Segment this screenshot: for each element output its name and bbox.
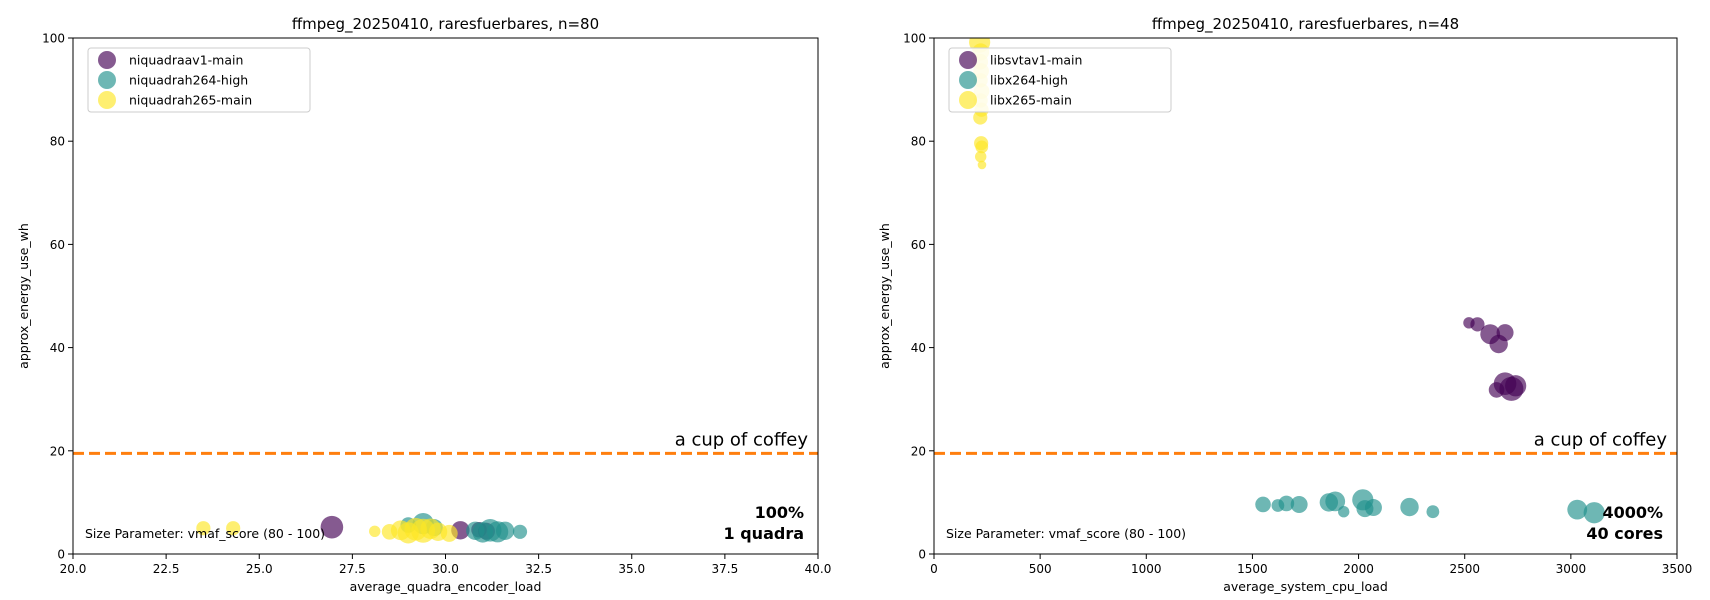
- data-point-niquadrah265-main: [196, 521, 211, 536]
- y-axis-label: approx_energy_use_wh: [877, 223, 892, 369]
- x-tick-label: 25.0: [246, 562, 273, 576]
- x-tick-label: 500: [1029, 562, 1052, 576]
- data-point-libx264-high: [1255, 496, 1271, 513]
- legend-marker-niquadrah264-high: [98, 71, 116, 89]
- size-parameter-note: Size Parameter: vmaf_score (80 - 100): [946, 526, 1186, 541]
- y-tick-label: 40: [50, 341, 65, 355]
- y-tick-label: 80: [50, 135, 65, 149]
- data-point-niquadraav1-main: [320, 515, 344, 539]
- y-tick-label: 60: [50, 238, 65, 252]
- y-tick-label: 0: [918, 548, 926, 562]
- data-point-niquadrah265-main: [440, 524, 458, 542]
- x-tick-label: 40.0: [805, 562, 832, 576]
- reference-line-label: a cup of coffey: [1534, 429, 1668, 450]
- data-point-niquadrah264-high: [512, 524, 528, 539]
- legend-marker-niquadraav1-main: [98, 51, 116, 69]
- x-tick-label: 27.5: [339, 562, 366, 576]
- size-parameter-note: Size Parameter: vmaf_score (80 - 100): [85, 526, 325, 541]
- chart-title: ffmpeg_20250410, raresfuerbares, n=80: [292, 15, 599, 34]
- x-tick-label: 37.5: [712, 562, 739, 576]
- data-point-libx264-high: [1364, 499, 1382, 517]
- data-point-libx265-main: [975, 150, 987, 163]
- y-tick-label: 0: [57, 548, 65, 562]
- legend: libsvtav1-main libx264-high libx265-main: [948, 47, 1172, 113]
- x-tick-label: 2000: [1343, 562, 1374, 576]
- x-tick-label: 3000: [1556, 562, 1587, 576]
- legend-box: [87, 47, 311, 113]
- chart-title: ffmpeg_20250410, raresfuerbares, n=48: [1152, 15, 1459, 34]
- x-axis-label: average_quadra_encoder_load: [350, 579, 542, 594]
- data-point-libx264-high: [1290, 495, 1308, 513]
- x-tick-label: 35.0: [618, 562, 645, 576]
- y-tick-label: 40: [911, 341, 926, 355]
- data-point-libx264-high: [1567, 499, 1588, 520]
- legend-label: niquadrah265-main: [129, 93, 252, 108]
- data-point-libsvtav1-main: [1496, 324, 1514, 342]
- legend-label: niquadrah264-high: [129, 73, 248, 88]
- y-tick-label: 100: [42, 32, 65, 46]
- corner-annotation: 4000%: [1602, 503, 1663, 522]
- corner-annotation: 1 quadra: [724, 524, 804, 543]
- reference-line-label: a cup of coffey: [675, 429, 809, 450]
- x-tick-label: 32.5: [525, 562, 552, 576]
- legend-marker-niquadrah265-main: [98, 91, 116, 109]
- data-point-libsvtav1-main: [1470, 317, 1485, 332]
- y-tick-label: 80: [911, 135, 926, 149]
- data-point-niquadrah265-main: [226, 521, 241, 536]
- x-tick-label: 0: [930, 562, 938, 576]
- corner-annotation: 100%: [755, 503, 804, 522]
- x-tick-label: 1500: [1237, 562, 1268, 576]
- legend-label: libsvtav1-main: [990, 53, 1082, 68]
- legend-box: [948, 47, 1172, 113]
- data-point-libx264-high: [1583, 502, 1605, 524]
- right-chart: ffmpeg_20250410, raresfuerbares, n=48 a c…: [877, 15, 1692, 594]
- data-point-libx264-high: [1426, 505, 1440, 519]
- data-point-libx264-high: [1325, 491, 1346, 512]
- legend-label: niquadraav1-main: [129, 53, 243, 68]
- x-tick-label: 1000: [1131, 562, 1162, 576]
- legend-label: libx265-main: [990, 93, 1072, 108]
- data-point-niquadrah265-main: [369, 525, 381, 537]
- legend-marker-libx265-main: [959, 91, 977, 109]
- x-tick-label: 3500: [1662, 562, 1693, 576]
- data-point-libx265-main: [977, 160, 987, 170]
- y-tick-label: 20: [911, 444, 926, 458]
- x-axis-label: average_system_cpu_load: [1223, 579, 1388, 594]
- data-point-libx264-high: [1278, 495, 1295, 512]
- legend: niquadraav1-main niquadrah264-high niquadr…: [87, 47, 311, 113]
- legend-marker-libx264-high: [959, 71, 977, 89]
- legend-marker-libsvtav1-main: [959, 51, 977, 69]
- x-tick-label: 22.5: [153, 562, 180, 576]
- data-point-libx264-high: [1400, 497, 1419, 517]
- axes-frame: [933, 37, 1678, 555]
- data-point-libx264-high: [1338, 505, 1350, 518]
- y-axis-label: approx_energy_use_wh: [16, 223, 31, 369]
- x-tick-label: 2500: [1449, 562, 1480, 576]
- data-point-niquadrah264-high: [495, 521, 515, 540]
- y-tick-label: 60: [911, 238, 926, 252]
- legend-label: libx264-high: [990, 73, 1068, 88]
- x-tick-label: 20.0: [60, 562, 87, 576]
- y-tick-label: 20: [50, 444, 65, 458]
- data-point-libsvtav1-main: [1505, 375, 1527, 397]
- data-point-libx265-main: [973, 110, 988, 125]
- data-points: [196, 512, 528, 544]
- y-tick-label: 100: [903, 32, 926, 46]
- corner-annotation: 40 cores: [1586, 524, 1663, 543]
- axes-frame: [72, 37, 819, 555]
- x-tick-label: 30.0: [432, 562, 459, 576]
- data-point-libx265-main: [975, 140, 989, 154]
- left-chart: ffmpeg_20250410, raresfuerbares, n=80 a c…: [16, 15, 831, 594]
